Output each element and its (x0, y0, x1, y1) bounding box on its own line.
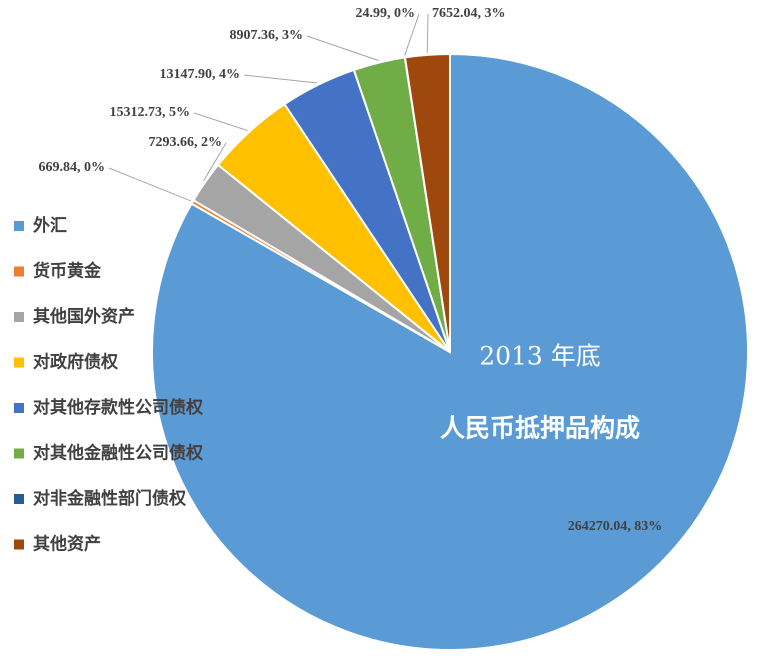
leader-line (203, 142, 227, 182)
leader-line (193, 112, 248, 132)
leader-line (108, 167, 191, 202)
data-label: 24.99, 0% (356, 6, 416, 21)
legend-label: 其他国外资产 (33, 306, 135, 327)
legend-label: 对非金融性部门债权 (33, 488, 187, 509)
legend-label: 对其他金融性公司债权 (33, 443, 204, 464)
leader-line (243, 74, 318, 84)
pie-slice (403, 52, 451, 353)
legend-swatch (14, 539, 24, 550)
legend-swatch (14, 266, 24, 277)
legend-swatch (14, 312, 24, 322)
data-label: 15312.73, 5% (110, 105, 191, 120)
legend-label: 货币黄金 (33, 261, 102, 282)
chart-title: 2013 年底 (479, 342, 601, 371)
data-label: 669.84, 0% (39, 160, 106, 175)
data-label: 7652.04, 3% (432, 6, 506, 21)
data-label: 264270.04, 83% (568, 519, 663, 534)
leader-line (426, 13, 429, 53)
legend-swatch (14, 494, 24, 504)
legend-swatch (14, 403, 24, 413)
leader-line (306, 35, 379, 62)
legend-swatch (14, 448, 24, 459)
chart-subtitle: 人民币抵押品构成 (440, 414, 640, 443)
data-label: 13147.90, 4% (160, 67, 241, 82)
legend-swatch (14, 357, 24, 368)
leader-line (404, 13, 420, 56)
data-label: 7293.66, 2% (149, 135, 223, 150)
pie-slice (151, 52, 749, 651)
legend-label: 对其他存款性公司债权 (33, 397, 204, 418)
legend-swatch (14, 221, 24, 231)
legend-label: 其他资产 (33, 534, 101, 555)
data-label: 8907.36, 3% (230, 28, 304, 43)
legend-label: 外汇 (33, 215, 67, 236)
legend-label: 对政府债权 (33, 352, 119, 373)
